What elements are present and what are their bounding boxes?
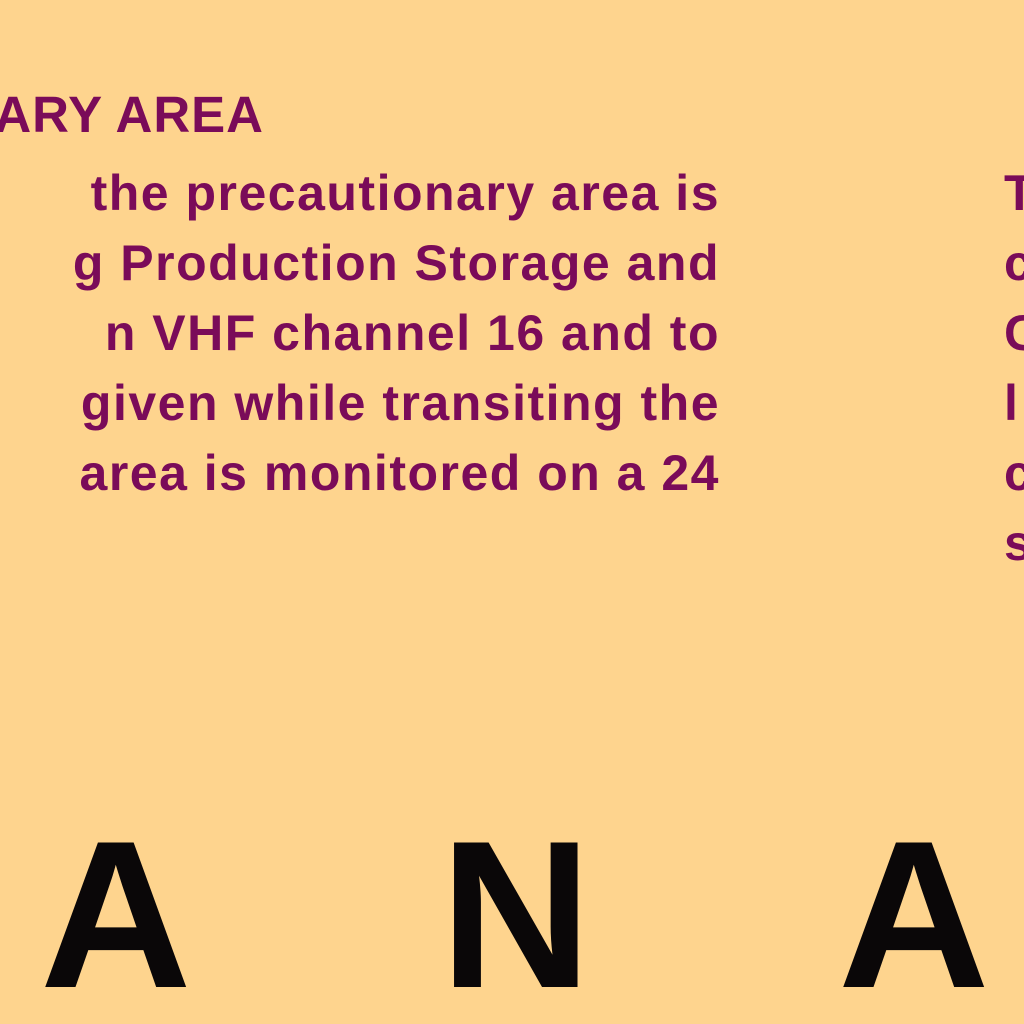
note-heading-text: ARY AREA [0,86,264,143]
note-line: g Production Storage and [0,228,720,298]
area-name-letter: A [838,797,990,1024]
precautionary-area-note: the precautionary area is g Production S… [0,158,720,508]
note-line: given while transiting the [0,368,720,438]
note-line: the precautionary area is [0,158,720,228]
adjacent-note-line: T [1004,165,1024,221]
note-line-text: the precautionary area is [90,165,720,221]
note-line-text: area is monitored on a 24 [79,445,720,501]
note-line-text: g Production Storage and [72,235,720,291]
note-line: n VHF channel 16 and to [0,298,720,368]
note-line-text: given while transiting the [80,375,720,431]
area-name-letter: A [40,797,192,1024]
note-line-text: n VHF channel 16 and to [104,305,720,361]
note-line: area is monitored on a 24 [0,438,720,508]
area-name-label: A N A [0,797,1024,1024]
adjacent-note-line: c [1004,235,1024,291]
precautionary-area-heading: ARY AREA [0,82,264,148]
adjacent-note-fragment: T c C l c s [1004,158,1024,578]
adjacent-note-line: c [1004,445,1024,501]
adjacent-note-line: l [1004,375,1018,431]
area-name-letter: N [440,797,592,1024]
adjacent-note-line: C [1004,305,1024,361]
adjacent-note-line: s [1004,515,1024,571]
